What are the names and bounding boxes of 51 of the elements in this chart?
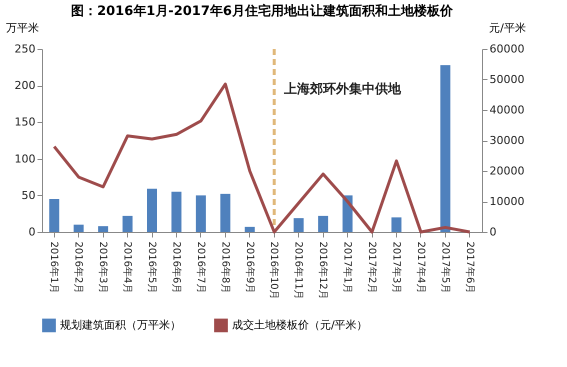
x-tick-label: 2016年10月	[268, 242, 280, 300]
bar	[122, 216, 133, 232]
bar	[74, 224, 84, 232]
y-tick-label: 200	[14, 79, 36, 92]
y2-tick-label: 0	[490, 226, 496, 238]
y2-tick-label: 50000	[490, 73, 524, 86]
x-tick-label: 2017年5月	[439, 242, 452, 294]
bar	[318, 216, 328, 232]
y-tick-label: 150	[14, 116, 36, 129]
bar	[220, 194, 230, 232]
y-tick-label: 0	[28, 226, 36, 238]
y-tick-label: 50	[22, 188, 36, 202]
x-tick-label: 2016年3月	[97, 242, 110, 294]
x-tick-label: 2016年5月	[146, 242, 158, 294]
y-tick-label: 250	[14, 42, 36, 56]
y2-tick-label: 20000	[490, 164, 524, 178]
bar	[294, 218, 304, 232]
y2-tick-label: 60000	[490, 42, 524, 56]
x-tick-label: 2016年4月	[122, 242, 134, 294]
y2-tick-label: 10000	[490, 195, 524, 208]
bar	[244, 226, 255, 232]
x-tick-label: 2016年6月	[170, 242, 182, 294]
x-tick-label: 2017年4月	[414, 242, 427, 294]
chart-title: 图：2016年1月-2017年6月住宅用地出让建筑面积和土地楼板价	[71, 3, 454, 19]
x-tick-label: 2016年7月	[194, 242, 207, 294]
x-tick-label: 2017年3月	[390, 242, 402, 294]
bar	[98, 226, 108, 232]
x-tick-label: 2016年9月	[244, 242, 256, 294]
x-tick-label: 2016年11月	[292, 242, 305, 300]
x-tick-label: 2016年1月	[48, 242, 60, 294]
bar	[147, 188, 157, 232]
bar	[391, 217, 402, 232]
ref-line-label: 上海郊环外集中供地	[283, 81, 402, 97]
legend-label: 规划建筑面积（万平米）	[60, 318, 181, 332]
x-tick-label: 2016年12月	[317, 242, 330, 300]
legend-label: 成交土地楼板价（元/平米）	[232, 318, 368, 332]
bar	[171, 192, 182, 232]
x-tick-label: 2017年2月	[366, 242, 378, 294]
x-tick-label: 2016年8月	[219, 242, 232, 294]
x-tick-label: 2017年1月	[342, 242, 354, 294]
bar	[196, 195, 206, 232]
y2-axis-title: 元/平米	[489, 22, 526, 34]
y-axis-title: 万平米	[6, 22, 39, 34]
x-tick-label: 2017年6月	[464, 242, 476, 294]
y2-tick-label: 30000	[490, 134, 524, 147]
x-tick-label: 2016年2月	[72, 242, 85, 294]
bar	[440, 65, 450, 232]
line-series	[52, 82, 472, 234]
y2-tick-label: 40000	[490, 104, 524, 116]
bar	[49, 199, 60, 232]
y-tick-label: 100	[14, 152, 36, 166]
